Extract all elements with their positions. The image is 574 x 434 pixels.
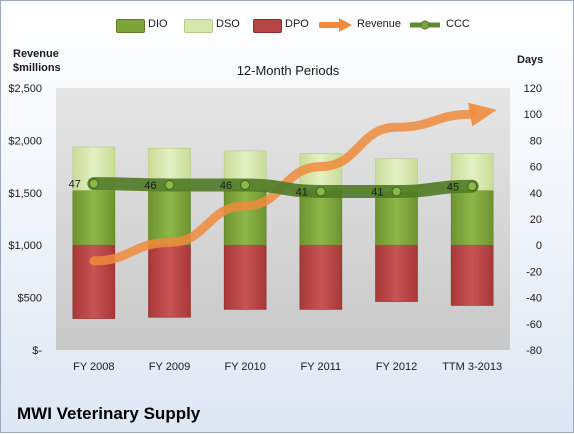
left-tick-label: $500 xyxy=(18,293,42,305)
ccc-marker xyxy=(88,178,99,189)
ccc-marker xyxy=(391,186,402,197)
x-category-label: FY 2011 xyxy=(301,361,342,373)
left-tick-label: $2,500 xyxy=(8,83,42,95)
right-axis-title: Days xyxy=(517,54,544,66)
right-tick-label: 80 xyxy=(530,135,542,147)
bar-dio xyxy=(299,189,343,246)
legend-label-dio: DIO xyxy=(148,18,168,30)
bar-dio xyxy=(375,191,418,246)
company-name: MWI Veterinary Supply xyxy=(17,404,201,423)
bar-dio xyxy=(72,189,116,246)
ccc-line: 47 46 46 41 41 45 xyxy=(69,177,479,198)
right-tick-label: 60 xyxy=(530,162,542,174)
bar-swatch-icon xyxy=(116,19,145,33)
right-axis: -80 -60 -40 -20 0 20 40 60 80 100 120 xyxy=(524,83,542,357)
legend: DIO DSO DPO Revenue CCC xyxy=(1,15,574,35)
bar-swatch-icon xyxy=(184,19,213,33)
bar-dpo xyxy=(223,244,267,310)
legend-label-ccc: CCC xyxy=(446,18,470,30)
ccc-data-label: 45 xyxy=(447,181,459,193)
right-tick-label: -60 xyxy=(526,319,542,331)
ccc-marker xyxy=(164,179,175,190)
left-tick-label: $1,500 xyxy=(8,188,42,200)
right-tick-label: 20 xyxy=(530,214,542,226)
bar-dpo xyxy=(375,244,418,302)
ccc-data-label: 41 xyxy=(296,186,308,198)
ccc-data-label: 46 xyxy=(144,180,156,192)
right-tick-label: -40 xyxy=(526,293,542,305)
right-tick-label: -80 xyxy=(526,345,542,357)
right-tick-label: 0 xyxy=(536,240,542,252)
legend-label-dpo: DPO xyxy=(285,18,309,30)
legend-label-dso: DSO xyxy=(216,18,240,30)
bar-dpo xyxy=(148,244,191,318)
bar-dio xyxy=(450,189,494,246)
right-tick-label: -20 xyxy=(526,266,542,278)
left-tick-label: $- xyxy=(32,345,42,357)
ccc-data-label: 47 xyxy=(69,179,81,191)
ccc-marker xyxy=(467,181,478,192)
bar-swatch-icon xyxy=(253,19,282,33)
right-tick-label: 100 xyxy=(524,109,542,121)
bars xyxy=(72,146,494,319)
ccc-data-label: 46 xyxy=(220,180,232,192)
x-category-label: FY 2009 xyxy=(149,361,190,373)
ccc-marker xyxy=(240,179,251,190)
arrow-swatch-icon xyxy=(319,18,352,32)
chart-subtitle: 12-Month Periods xyxy=(236,63,340,78)
x-category-label: FY 2008 xyxy=(73,361,114,373)
revenue-arrowhead xyxy=(468,102,497,127)
line-marker-swatch-icon xyxy=(410,20,440,30)
bar-dpo xyxy=(450,244,494,306)
ccc-data-label: 41 xyxy=(371,186,383,198)
right-tick-label: 120 xyxy=(524,83,542,95)
ccc-marker xyxy=(315,186,326,197)
x-category-label: FY 2012 xyxy=(376,361,417,373)
legend-label-revenue: Revenue xyxy=(357,18,402,30)
bar-dpo xyxy=(299,244,343,310)
bar-dio xyxy=(223,189,267,246)
x-category-label: TTM 3-2013 xyxy=(442,361,502,373)
ccc-line-path xyxy=(87,177,479,198)
left-axis: $- $500 $1,000 $1,500 $2,000 $2,500 xyxy=(8,83,42,357)
left-tick-label: $1,000 xyxy=(8,240,42,252)
left-axis-title: Revenue $millions xyxy=(13,48,61,74)
x-category-label: FY 2010 xyxy=(224,361,265,373)
x-axis: FY 2008 FY 2009 FY 2010 FY 2011 FY 2012 TTM 3… xyxy=(73,361,502,373)
plot-background xyxy=(56,88,510,350)
left-tick-label: $2,000 xyxy=(8,135,42,147)
right-tick-label: 40 xyxy=(530,188,542,200)
